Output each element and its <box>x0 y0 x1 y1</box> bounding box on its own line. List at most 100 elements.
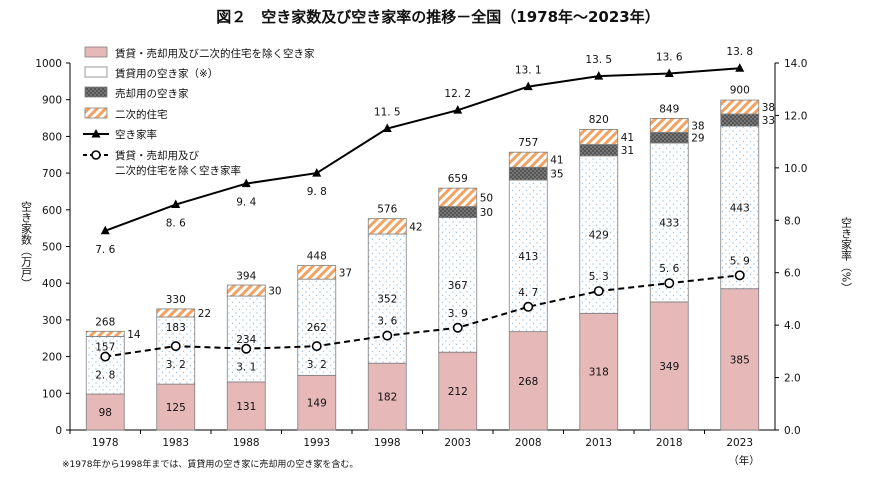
bar-segment <box>156 308 196 318</box>
bar-value-label: 262 <box>307 322 327 334</box>
legend-triangle-marker <box>91 129 101 138</box>
bar-segment <box>85 330 125 337</box>
legend-label: 賃貸用の空き家（※） <box>115 67 218 80</box>
bar-value-label: 98 <box>99 407 112 419</box>
y-left-tick-label: 600 <box>42 205 62 217</box>
bar-value-label: 35 <box>550 169 563 181</box>
bar-value-label: 318 <box>589 367 609 379</box>
bar-total-label: 394 <box>236 270 256 282</box>
bar-segment <box>226 295 266 383</box>
bar-total-label: 900 <box>730 85 750 97</box>
x-tick-label: 2018 <box>656 437 683 449</box>
bar-value-label: 149 <box>307 398 327 410</box>
vacancy-rate-point <box>241 178 251 188</box>
legend-label: 二次的住宅 <box>115 108 168 121</box>
vacancy-rate-point <box>453 105 463 114</box>
vacancy-rate-point <box>735 63 745 72</box>
bar-segment <box>438 206 478 218</box>
vacancy-rate-label: 8. 6 <box>166 218 186 230</box>
bar-value-label: 183 <box>166 322 186 334</box>
other-vacancy-rate-point <box>593 286 604 297</box>
other-vacancy-rate-point <box>452 322 463 333</box>
vacancy-rate-label: 9. 4 <box>236 197 256 209</box>
bar-value-label: 33 <box>762 115 775 127</box>
bar-segment <box>85 393 125 431</box>
bar-value-label: 30 <box>480 207 493 219</box>
vacancy-rate-label: 13. 1 <box>515 65 542 77</box>
bar-segment <box>649 142 689 303</box>
legend-label: 二次的住宅を除く空き家率 <box>115 164 241 177</box>
x-tick-label: 1978 <box>92 437 119 449</box>
x-tick-label: 1993 <box>303 437 330 449</box>
bar-value-label: 29 <box>691 133 704 145</box>
other-vacancy-rate-label: 3. 9 <box>448 308 468 320</box>
y-left-axis-title: 空き家数（万戸） <box>20 200 33 289</box>
bar-value-label: 212 <box>448 386 468 398</box>
legend-circle-marker <box>91 150 101 160</box>
bar-segment <box>508 151 548 168</box>
bar-segment <box>720 113 760 127</box>
y-left-tick-label: 0 <box>55 425 62 437</box>
other-vacancy-rate-line <box>105 274 740 358</box>
other-vacancy-rate-point <box>241 343 252 354</box>
vacancy-rate-line <box>104 67 740 232</box>
bar-value-label: 385 <box>730 354 750 366</box>
bar-segment <box>226 284 266 297</box>
bar-value-label: 131 <box>236 401 256 413</box>
bar-value-label: 367 <box>448 280 468 292</box>
x-tick-label: 2008 <box>515 437 542 449</box>
y-left-tick-label: 400 <box>42 278 62 290</box>
vacancy-rate-point <box>171 199 181 209</box>
legend-swatch <box>84 86 108 98</box>
bar-value-label: 42 <box>409 221 422 233</box>
y-left-tick-label: 800 <box>42 131 62 143</box>
bar-value-label: 352 <box>377 294 397 306</box>
y-right-tick-label: 14.0 <box>784 58 807 70</box>
x-tick-label: 1988 <box>233 437 260 449</box>
bar-segment <box>508 166 548 181</box>
bar-total-label: 757 <box>518 137 538 149</box>
x-tick-label: 2023 <box>726 437 753 449</box>
bar-segment <box>156 383 196 431</box>
other-vacancy-rate-point <box>170 341 181 352</box>
bar-total-label: 849 <box>659 103 679 115</box>
y-right-tick-label: 4.0 <box>784 320 801 332</box>
data-labels: 98 157 14 268 125 183 22 330 131 234 30 394 149 262 37… <box>95 46 775 419</box>
bar-segment <box>367 218 407 235</box>
x-unit-label: （年） <box>728 454 760 467</box>
y-left-tick-label: 700 <box>42 168 62 180</box>
vacancy-rate-label: 9. 8 <box>307 186 327 198</box>
footnote: ※1978年から1998年までは、賃貸用の空き家に売却用の空き家を含む。 <box>62 458 358 470</box>
x-tick-label: 1983 <box>162 437 189 449</box>
vacancy-rate-label: 13. 6 <box>656 51 683 63</box>
y-right-tick-label: 2.0 <box>784 373 801 385</box>
bar-value-label: 22 <box>198 308 211 320</box>
other-vacancy-rate-point <box>734 270 745 281</box>
y-left-tick-label: 100 <box>42 388 62 400</box>
vacancy-rate-point <box>312 168 322 177</box>
bar-value-label: 50 <box>480 192 493 204</box>
bar-value-label: 38 <box>691 120 704 132</box>
legend-swatch <box>84 107 108 119</box>
vacancy-rate-label: 13. 8 <box>726 46 753 58</box>
bar-total-label: 820 <box>589 114 609 126</box>
bar-value-label: 157 <box>95 341 115 353</box>
bar-total-label: 330 <box>166 294 186 306</box>
bar-value-label: 433 <box>659 217 679 229</box>
bar-total-label: 576 <box>377 204 397 216</box>
y-left-tick-label: 900 <box>42 95 62 107</box>
bar-segment <box>367 233 407 364</box>
bar-segment <box>438 187 478 207</box>
bar-value-label: 268 <box>518 376 538 388</box>
bar-value-label: 125 <box>166 402 186 414</box>
bar-segment <box>226 381 266 431</box>
other-vacancy-rate-label: 5. 9 <box>730 255 750 267</box>
bar-total-label: 268 <box>95 317 115 329</box>
x-tick-label: 2003 <box>444 437 471 449</box>
bar-value-label: 41 <box>550 155 563 167</box>
other-vacancy-rate-point <box>382 330 393 341</box>
legend-label: 売却用の空き家 <box>115 87 189 100</box>
bar-value-label: 30 <box>268 286 281 298</box>
y-right-tick-label: 6.0 <box>784 268 801 280</box>
